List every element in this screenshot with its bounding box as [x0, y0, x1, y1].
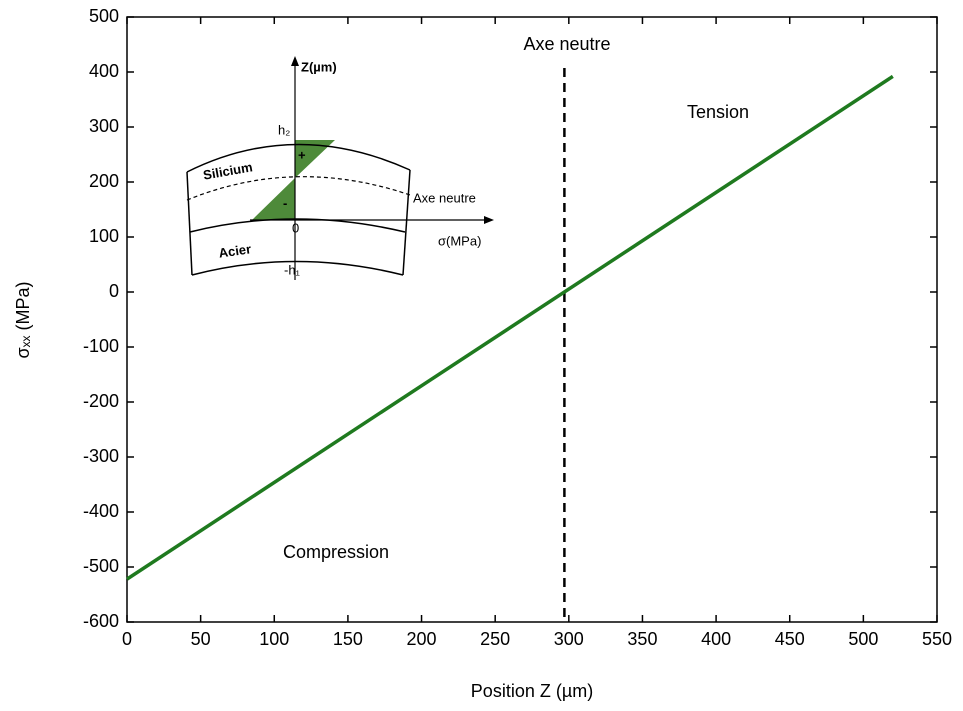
- y-tick-label: -600: [83, 611, 119, 631]
- annotation: Compression: [283, 542, 389, 562]
- inset-label: Z(µm): [301, 59, 337, 74]
- y-tick-label: 100: [89, 226, 119, 246]
- y-tick-label: 500: [89, 6, 119, 26]
- inset-label: Axe neutre: [413, 190, 476, 205]
- x-axis-label: Position Z (µm): [471, 681, 593, 701]
- y-tick-label: 400: [89, 61, 119, 81]
- inset-diagram: Z(µm) h₂ Silicium Axe neutre + - 0 σ(MPa…: [186, 56, 494, 280]
- inset-label: 0: [292, 220, 299, 235]
- y-tick-label: 0: [109, 281, 119, 301]
- y-tick-label: -500: [83, 556, 119, 576]
- z-arrow: [291, 56, 299, 66]
- y-tick-label: -200: [83, 391, 119, 411]
- x-tick-label: 50: [191, 629, 211, 649]
- annotation: Tension: [687, 102, 749, 122]
- x-tick-label: 300: [554, 629, 584, 649]
- x-tick-label: 400: [701, 629, 731, 649]
- left-edge: [186, 171, 193, 276]
- y-tick-label: 200: [89, 171, 119, 191]
- sigma-arrow: [484, 216, 494, 224]
- x-tick-label: 150: [333, 629, 363, 649]
- y-tick-label: -300: [83, 446, 119, 466]
- y-tick-label: -400: [83, 501, 119, 521]
- y-axis-label: σₓₓ (MPa): [13, 282, 33, 359]
- y-tick-label: 300: [89, 116, 119, 136]
- annotation: Axe neutre: [523, 34, 610, 54]
- bottom-surface: [191, 260, 404, 276]
- inset-label: h₂: [278, 122, 290, 137]
- x-tick-label: 200: [407, 629, 437, 649]
- x-tick-label: 0: [122, 629, 132, 649]
- inset-label: -h₁: [284, 262, 301, 277]
- top-surface: [186, 143, 411, 173]
- x-tick-label: 450: [775, 629, 805, 649]
- x-tick-label: 350: [627, 629, 657, 649]
- inset-label: Acier: [218, 241, 252, 260]
- x-tick-label: 550: [922, 629, 952, 649]
- inset-label: σ(MPa): [438, 233, 481, 248]
- y-tick-label: -100: [83, 336, 119, 356]
- plot-frame: [126, 16, 938, 623]
- compression-triangle: [252, 178, 295, 220]
- tension-triangle: [295, 140, 335, 178]
- x-tick-label: 500: [848, 629, 878, 649]
- x-tick-label: 100: [259, 629, 289, 649]
- inset-neutral: [186, 176, 411, 201]
- inset-label: -: [283, 195, 287, 210]
- x-tick-label: 250: [480, 629, 510, 649]
- inset-label: Silicium: [202, 159, 254, 182]
- interface: [189, 218, 406, 233]
- series-line: [126, 74, 894, 581]
- inset-label: +: [298, 147, 306, 162]
- right-edge: [402, 169, 411, 276]
